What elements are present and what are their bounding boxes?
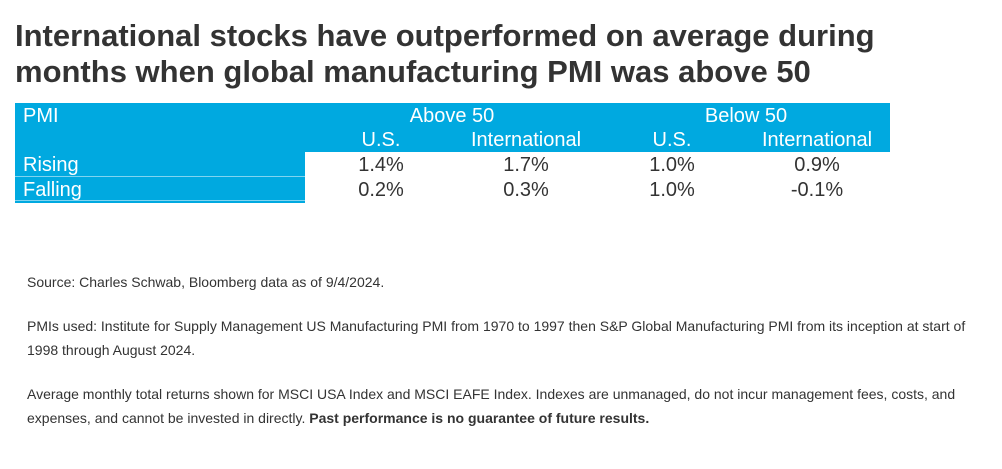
table-cell: 1.0% xyxy=(649,154,695,176)
column-header: U.S. xyxy=(652,129,692,151)
past-performance-disclaimer: Past performance is no guarantee of futu… xyxy=(309,410,650,426)
row-label-falling: Falling xyxy=(23,179,82,201)
pmi-definition-note: PMIs used: Institute for Supply Manageme… xyxy=(27,318,966,358)
row-divider xyxy=(15,176,305,177)
page-title: International stocks have outperformed o… xyxy=(15,18,875,89)
row-label-band xyxy=(15,152,305,203)
table-cell: 0.9% xyxy=(794,154,840,176)
returns-note: Average monthly total returns shown for … xyxy=(27,382,987,430)
source-note: Source: Charles Schwab, Bloomberg data a… xyxy=(27,274,385,290)
table-cell: 0.2% xyxy=(358,179,404,201)
pmi-returns-table: PMI Above 50 Below 50 U.S. International… xyxy=(15,103,890,203)
group-label-below-50: Below 50 xyxy=(704,105,788,127)
table-cell: 0.3% xyxy=(503,179,549,201)
table-cell: 1.0% xyxy=(649,179,695,201)
group-label-above-50: Above 50 xyxy=(409,105,495,127)
row-label-rising: Rising xyxy=(23,154,79,176)
table-cell: 1.7% xyxy=(503,154,549,176)
returns-note-text: Average monthly total returns shown for … xyxy=(27,386,956,426)
row-divider xyxy=(15,200,305,201)
column-header: International xyxy=(470,129,582,151)
table-cell: 1.4% xyxy=(358,154,404,176)
column-header: International xyxy=(761,129,873,151)
table-cell: -0.1% xyxy=(790,179,844,201)
row-header-label: PMI xyxy=(23,105,59,127)
header-band xyxy=(15,103,890,152)
column-header: U.S. xyxy=(361,129,401,151)
